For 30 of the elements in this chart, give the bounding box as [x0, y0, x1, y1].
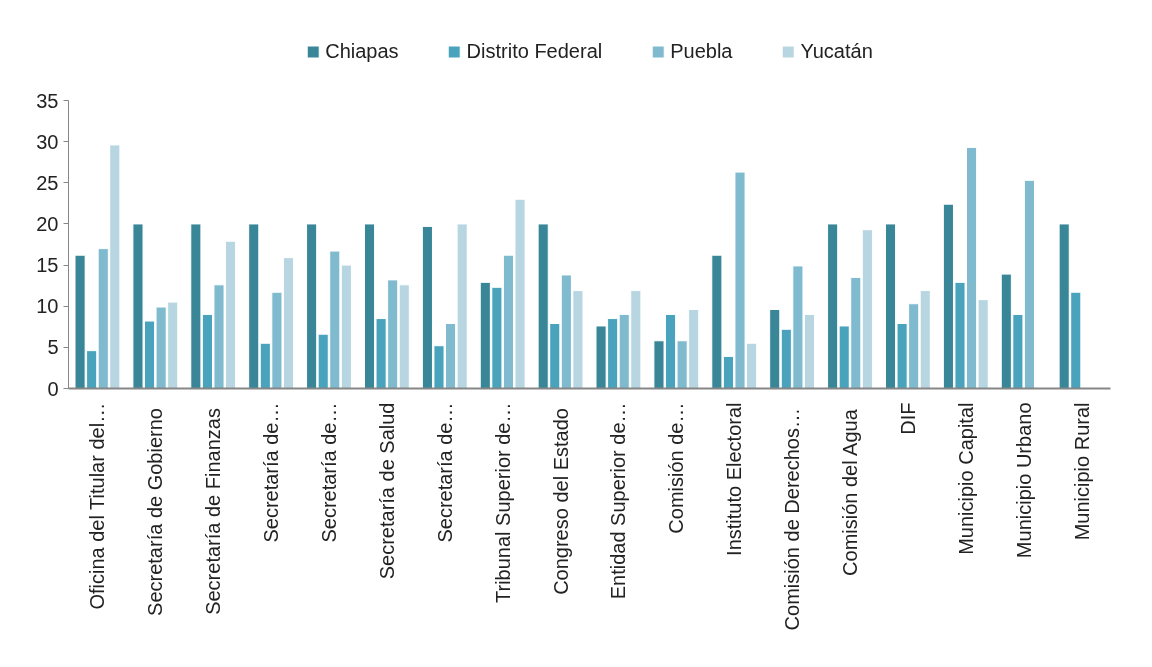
y-tick-label: 35	[36, 89, 59, 112]
x-tick-label: Instituto Electoral	[723, 402, 746, 556]
x-tick-label: Municipio Urbano	[1012, 402, 1035, 559]
y-tick-label: 5	[47, 336, 59, 359]
x-tick-label: Secretaría de…	[433, 402, 456, 543]
x-tick-label: Tribunal Superior de…	[491, 402, 514, 603]
x-tick-label: Comisión del Agua	[839, 408, 861, 576]
legend-label: Yucatán	[800, 40, 873, 63]
legend-label: Chiapas	[325, 40, 399, 63]
x-tick-label: Municipio Capital	[954, 402, 977, 555]
x-tick-label: Congreso del Estado	[549, 408, 572, 595]
legend-label: Puebla	[670, 40, 733, 63]
y-tick-label: 15	[36, 254, 59, 277]
x-tick-label: Secretaría de…	[318, 402, 340, 543]
y-tick-label: 20	[36, 212, 59, 235]
y-tick-label: 0	[47, 377, 59, 400]
x-tick-label: Secretaría de…	[260, 402, 283, 543]
x-tick-label: Municipio Rural	[1070, 402, 1093, 541]
y-tick-label: 30	[36, 130, 59, 153]
x-tick-label: Secretaría de Gobierno	[144, 408, 167, 616]
x-tick-label: Comisión de Derechos…	[781, 408, 804, 631]
legend-label: Distrito Federal	[466, 40, 603, 63]
x-tick-label: Secretaría de Finanzas	[202, 408, 225, 615]
y-tick-label: 10	[36, 295, 59, 318]
x-tick-label: Secretaría de Salud	[375, 402, 398, 580]
x-tick-label: Entidad Superior de…	[607, 402, 630, 600]
x-tick-label: Oficina del Titular del…	[86, 402, 109, 610]
x-tick-label: Comisión de…	[665, 402, 688, 534]
y-tick-label: 25	[36, 171, 59, 194]
x-tick-label: DIF	[896, 402, 919, 435]
